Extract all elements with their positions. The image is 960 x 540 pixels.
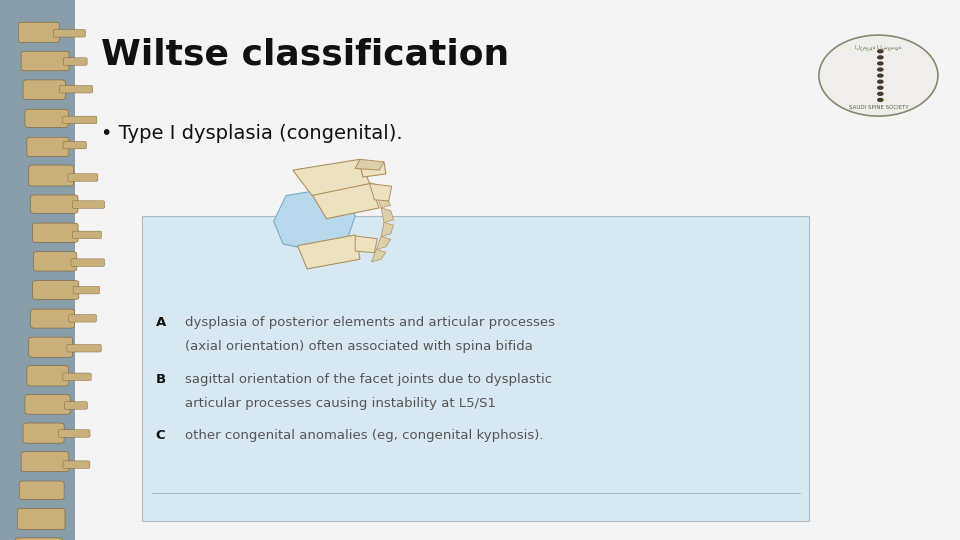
Polygon shape (370, 184, 392, 201)
Polygon shape (376, 194, 391, 208)
FancyBboxPatch shape (72, 231, 102, 239)
FancyBboxPatch shape (21, 451, 69, 472)
FancyBboxPatch shape (63, 141, 86, 149)
Text: الجمعية السعودية: الجمعية السعودية (855, 45, 901, 51)
Text: A: A (156, 316, 166, 329)
FancyBboxPatch shape (15, 538, 62, 540)
Text: (axial orientation) often associated with spina bifida: (axial orientation) often associated wit… (185, 340, 533, 353)
Polygon shape (370, 183, 386, 194)
Polygon shape (298, 235, 360, 269)
FancyBboxPatch shape (54, 30, 85, 37)
Text: C: C (156, 429, 165, 442)
Polygon shape (360, 162, 386, 177)
FancyBboxPatch shape (68, 174, 98, 181)
Ellipse shape (819, 35, 938, 116)
Polygon shape (293, 159, 370, 195)
Text: sagittal orientation of the facet joints due to dysplastic: sagittal orientation of the facet joints… (185, 373, 552, 386)
Text: Wiltse classification: Wiltse classification (101, 38, 509, 72)
Ellipse shape (877, 98, 884, 102)
Ellipse shape (877, 79, 884, 84)
FancyBboxPatch shape (0, 0, 75, 540)
FancyBboxPatch shape (18, 22, 60, 43)
FancyBboxPatch shape (17, 509, 65, 529)
FancyBboxPatch shape (63, 461, 90, 468)
FancyBboxPatch shape (21, 51, 69, 71)
FancyBboxPatch shape (25, 395, 70, 414)
FancyBboxPatch shape (60, 85, 93, 93)
FancyBboxPatch shape (142, 216, 809, 521)
Text: articular processes causing instability at L5/S1: articular processes causing instability … (185, 397, 496, 410)
Ellipse shape (877, 61, 884, 66)
Polygon shape (376, 237, 391, 249)
Ellipse shape (877, 55, 884, 59)
FancyBboxPatch shape (29, 337, 73, 357)
Polygon shape (381, 222, 394, 237)
Text: other congenital anomalies (eg, congenital kyphosis).: other congenital anomalies (eg, congenit… (185, 429, 543, 442)
FancyBboxPatch shape (69, 314, 96, 322)
FancyBboxPatch shape (62, 116, 97, 124)
Text: dysplasia of posterior elements and articular processes: dysplasia of posterior elements and arti… (185, 316, 555, 329)
FancyBboxPatch shape (67, 345, 101, 352)
Polygon shape (355, 236, 377, 253)
Text: B: B (156, 373, 166, 386)
FancyBboxPatch shape (29, 165, 74, 186)
FancyBboxPatch shape (64, 402, 87, 409)
FancyBboxPatch shape (33, 281, 79, 299)
FancyBboxPatch shape (72, 201, 105, 208)
FancyBboxPatch shape (34, 252, 77, 271)
Polygon shape (381, 208, 394, 222)
FancyBboxPatch shape (63, 58, 87, 65)
Ellipse shape (877, 85, 884, 90)
Polygon shape (274, 186, 355, 251)
FancyBboxPatch shape (27, 366, 68, 386)
FancyBboxPatch shape (23, 423, 64, 443)
FancyBboxPatch shape (27, 137, 69, 157)
Ellipse shape (877, 49, 884, 53)
FancyBboxPatch shape (73, 286, 100, 294)
FancyBboxPatch shape (62, 373, 91, 381)
Polygon shape (355, 159, 384, 170)
FancyBboxPatch shape (59, 430, 90, 437)
FancyBboxPatch shape (23, 80, 65, 99)
Polygon shape (372, 249, 386, 262)
FancyBboxPatch shape (71, 259, 105, 266)
Ellipse shape (877, 68, 884, 72)
Polygon shape (312, 183, 379, 219)
FancyBboxPatch shape (31, 195, 78, 213)
Text: SAUDI SPINE SOCIETY: SAUDI SPINE SOCIETY (849, 105, 908, 110)
FancyBboxPatch shape (31, 309, 75, 328)
Text: • Type I dysplasia (congenital).: • Type I dysplasia (congenital). (101, 124, 402, 143)
FancyBboxPatch shape (25, 109, 68, 127)
FancyBboxPatch shape (33, 223, 78, 242)
FancyBboxPatch shape (19, 481, 64, 500)
Ellipse shape (877, 92, 884, 96)
Ellipse shape (877, 73, 884, 78)
